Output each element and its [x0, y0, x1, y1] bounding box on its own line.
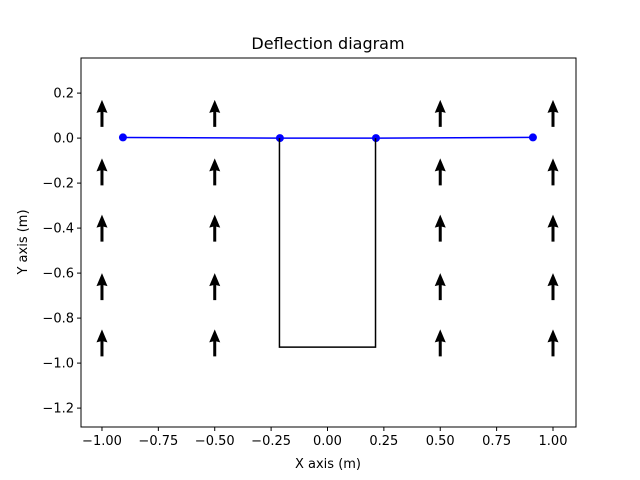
load-arrow [547, 214, 559, 242]
load-arrow [434, 214, 446, 242]
y-tick-label: −0.4 [42, 222, 74, 237]
load-arrow [434, 158, 446, 186]
load-arrow [434, 329, 446, 357]
x-tick-label: −0.25 [251, 434, 291, 449]
load-arrow [434, 99, 446, 127]
x-tick-label: 0.00 [313, 434, 342, 449]
load-arrow [209, 214, 221, 242]
load-arrow [96, 99, 108, 127]
x-tick-label: −1.00 [82, 434, 122, 449]
load-arrow [96, 329, 108, 357]
x-tick-label: −0.75 [138, 434, 178, 449]
y-axis-label: Y axis (m) [16, 209, 31, 275]
x-tick-label: 0.25 [369, 434, 398, 449]
axes-frame [80, 57, 577, 428]
load-arrow [96, 158, 108, 186]
y-tick-label: 0.0 [53, 132, 74, 147]
point [118, 133, 127, 142]
load-arrow [547, 329, 559, 357]
x-tick-label: 0.75 [482, 434, 511, 449]
load-arrow [547, 273, 559, 301]
load-arrow [96, 273, 108, 301]
load-arrow [96, 214, 108, 242]
load-arrow [209, 99, 221, 127]
chart-title: Deflection diagram [251, 34, 404, 53]
x-axis-label: X axis (m) [295, 457, 361, 472]
y-tick-label: −1.2 [42, 402, 74, 417]
load-arrow [209, 329, 221, 357]
load-arrow [209, 158, 221, 186]
series-line [122, 136, 533, 139]
y-tick-label: 0.2 [53, 87, 74, 102]
y-tick-label: −0.8 [42, 312, 74, 327]
x-tick-label: 0.50 [426, 434, 455, 449]
load-arrow [547, 99, 559, 127]
load-arrow [434, 273, 446, 301]
x-tick-label: 1.00 [539, 434, 568, 449]
plot-area [96, 99, 559, 357]
y-tick-label: −1.0 [42, 357, 74, 372]
series-line [278, 138, 377, 348]
load-arrow [547, 158, 559, 186]
y-tick-label: −0.2 [42, 177, 74, 192]
point [528, 133, 537, 142]
y-tick-label: −0.6 [42, 267, 74, 282]
x-tick-label: −0.50 [195, 434, 235, 449]
load-arrow [209, 273, 221, 301]
